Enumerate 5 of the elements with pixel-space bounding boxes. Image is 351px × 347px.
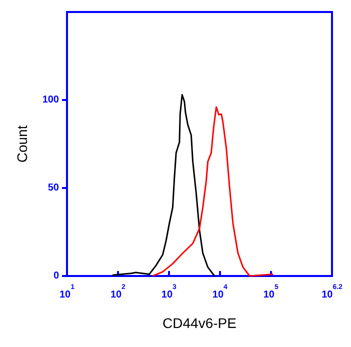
y-axis-title: Count — [14, 125, 30, 163]
y-tick-label: 0 — [53, 270, 60, 282]
x-axis-title: CD44v6-PE — [162, 315, 236, 331]
y-tick-label: 50 — [48, 182, 60, 194]
y-tick-label: 100 — [42, 94, 60, 106]
